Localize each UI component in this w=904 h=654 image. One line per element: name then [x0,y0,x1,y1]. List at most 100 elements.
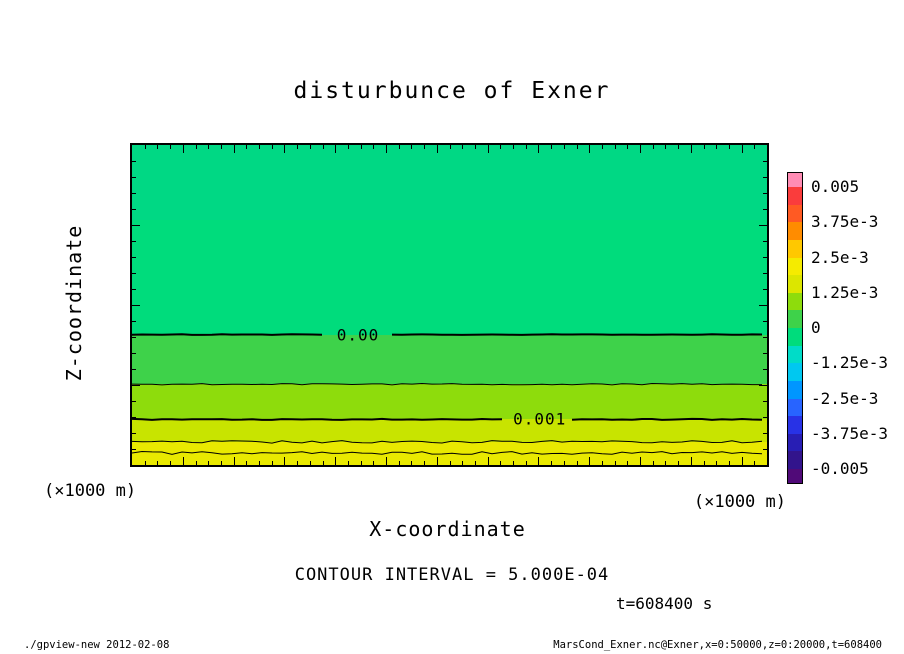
x-minor-tick [703,461,705,465]
x-minor-tick [170,145,172,149]
x-minor-tick [563,145,565,149]
y-minor-tick [763,321,767,322]
x-major-tick [640,457,641,465]
footer-source: MarsCond_Exner.nc@Exner,x=0:50000,z=0:20… [553,639,882,651]
x-major-tick [284,457,286,465]
colorbar-box [788,222,802,240]
x-minor-tick [271,145,273,149]
colorbar-label: -3.75e-3 [811,423,889,443]
y-minor-tick [763,177,767,178]
x-minor-tick [220,145,222,149]
footer-command: ./gpview-new 2012-02-08 [24,639,170,651]
y-minor-tick [763,161,767,162]
x-minor-tick [398,145,400,149]
tone-band [132,334,767,385]
y-minor-tick [763,401,767,402]
x-minor-tick [551,145,553,149]
colorbar-box [788,292,802,311]
tone-band [132,384,767,420]
y-minor-tick [763,449,767,450]
y-minor-tick [763,209,767,210]
x-minor-tick [424,461,426,465]
x-major-tick [589,145,591,153]
x-minor-tick [754,461,756,465]
x-major-tick [589,457,591,465]
x-minor-tick [373,461,375,465]
colorbar-box [788,239,802,258]
y-minor-tick [763,417,767,418]
x-minor-tick [360,461,362,465]
x-minor-tick [576,461,578,465]
colorbar-box-under [788,469,802,483]
y-minor-tick [132,193,136,194]
x-minor-tick [246,461,248,465]
x-minor-tick [411,461,413,465]
x-minor-tick [297,145,299,149]
y-major-tick [759,385,767,386]
x-minor-tick [195,145,197,149]
x-minor-tick [525,145,527,149]
x-minor-tick [754,145,756,149]
x-major-tick [690,457,692,465]
x-major-tick [487,145,489,153]
y-minor-tick [132,289,136,290]
colorbar-label: 3.75e-3 [811,212,879,232]
colorbar-box [788,380,802,399]
contour-plot-field: 0.000.001481216202428323640444851015 [130,143,769,467]
y-major-tick [132,225,140,226]
x-minor-tick [144,461,146,465]
x-major-tick [690,145,692,153]
x-minor-tick [309,145,311,149]
y-major-tick [759,305,767,306]
x-minor-tick [474,461,476,465]
y-minor-tick [763,369,767,370]
x-minor-tick [614,461,616,465]
y-minor-tick [132,209,136,210]
y-major-tick [759,225,767,226]
x-minor-tick [678,145,680,149]
tone-band [132,145,767,221]
x-minor-tick [424,145,426,149]
contour-label: 0.001 [513,409,567,429]
x-major-tick [233,457,235,465]
y-minor-tick [132,177,136,178]
y-axis-unit: (×1000 m) [44,481,137,501]
x-minor-tick [716,461,718,465]
x-minor-tick [195,461,197,465]
x-major-tick [436,457,438,465]
colorbar-box [788,204,802,223]
x-minor-tick [144,145,146,149]
colorbar [787,172,803,484]
colorbar-box [788,257,802,276]
x-major-tick [182,457,184,465]
colorbar-label: -1.25e-3 [811,353,889,373]
x-minor-tick [652,461,654,465]
x-minor-tick [525,461,527,465]
colorbar-box [788,310,802,328]
x-minor-tick [665,461,667,465]
contour-lines [132,333,763,455]
y-minor-tick [132,273,136,274]
colorbar-label: -2.5e-3 [811,388,879,408]
y-minor-tick [132,321,136,322]
y-minor-tick [132,417,136,418]
x-minor-tick [500,461,502,465]
x-major-tick [538,457,540,465]
colorbar-box [788,433,802,452]
x-minor-tick [360,145,362,149]
x-minor-tick [728,461,730,465]
x-minor-tick [703,145,705,149]
x-minor-tick [208,145,210,149]
x-minor-tick [500,145,502,149]
y-major-tick [132,385,140,386]
time-annotation: t=608400 s [616,594,713,613]
x-minor-tick [614,145,616,149]
x-major-tick [386,145,387,153]
x-minor-tick [665,145,667,149]
x-minor-tick [322,461,324,465]
x-minor-tick [309,461,311,465]
x-minor-tick [474,145,476,149]
x-minor-tick [398,461,400,465]
x-minor-tick [157,145,159,149]
